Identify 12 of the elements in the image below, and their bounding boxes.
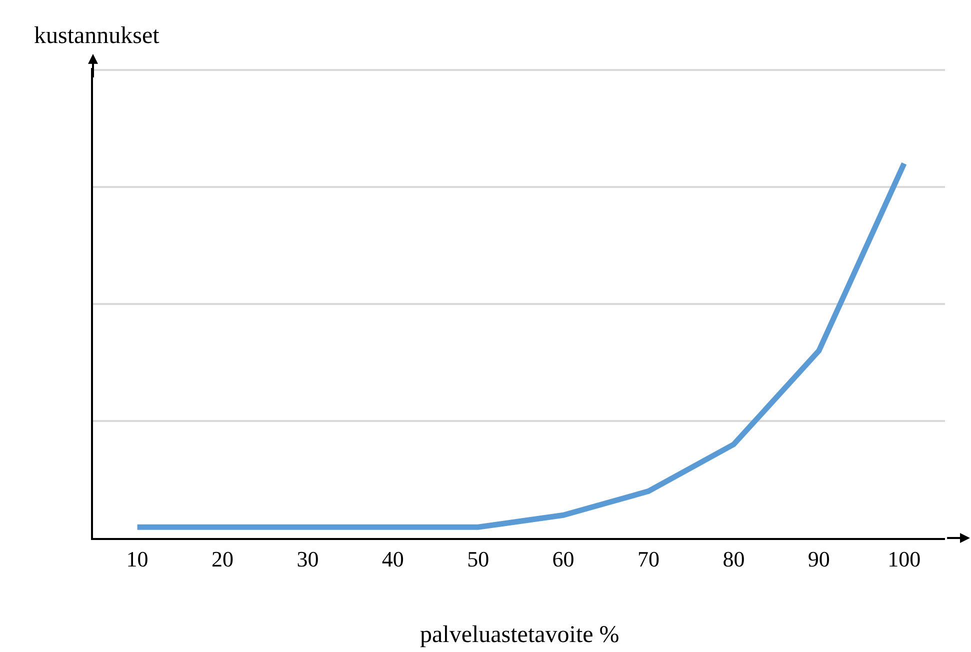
x-tick-label: 10: [126, 546, 148, 572]
x-tick-label: 30: [296, 546, 319, 572]
x-tick-label: 100: [888, 546, 921, 572]
x-tick-label: 20: [212, 546, 234, 572]
x-tick-label: 40: [382, 546, 404, 572]
y-axis-title: kustannukset: [34, 23, 160, 49]
x-tick-label: 50: [467, 546, 490, 572]
x-tick-label: 60: [552, 546, 574, 572]
x-axis-title: palveluastetavoite %: [420, 622, 620, 648]
x-tick-label: 80: [722, 546, 745, 572]
x-tick-label: 70: [638, 546, 660, 572]
x-tick-label: 90: [808, 546, 830, 572]
